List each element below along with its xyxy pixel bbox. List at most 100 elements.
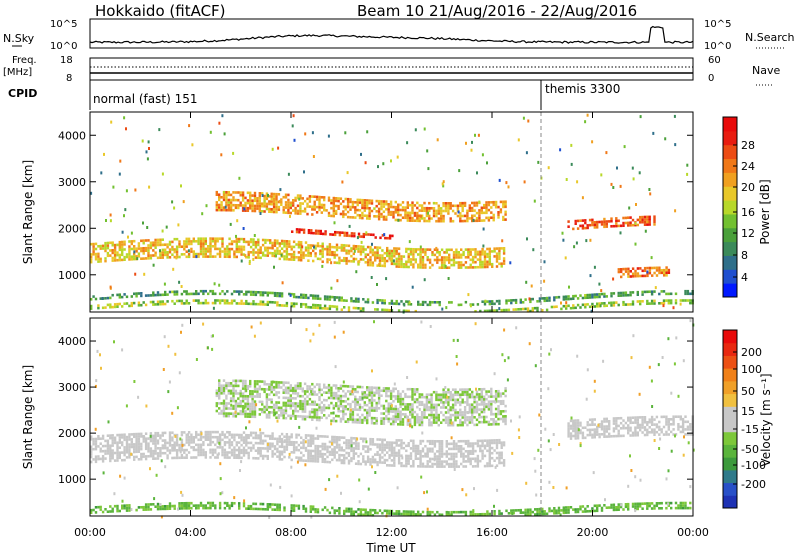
data-cell (475, 393, 479, 396)
data-cell (467, 293, 470, 297)
data-cell (610, 435, 613, 438)
data-cell (368, 411, 371, 415)
data-cell (387, 389, 390, 393)
data-cell (308, 197, 312, 201)
data-cell (370, 406, 374, 410)
data-cell (282, 208, 285, 212)
data-cell (471, 405, 474, 409)
data-cell (424, 266, 427, 269)
data-cell (579, 219, 582, 222)
data-cell (437, 416, 440, 419)
data-cell (278, 294, 281, 298)
data-cell (393, 456, 396, 460)
data-cell (326, 295, 329, 299)
data-cell (168, 449, 172, 452)
data-cell (251, 412, 254, 416)
data-cell (242, 227, 245, 230)
data-cell (332, 212, 335, 215)
data-cell (436, 455, 439, 458)
data-cell (373, 406, 376, 410)
data-cell (443, 263, 446, 267)
data-cell (488, 454, 491, 458)
data-cell (304, 446, 308, 450)
data-cell (190, 242, 193, 246)
data-cell (209, 130, 212, 134)
data-cell (313, 413, 316, 416)
data-cell (288, 253, 291, 256)
data-cell (660, 269, 663, 272)
data-cell (257, 434, 260, 437)
data-cell (405, 464, 408, 468)
data-cell (667, 292, 670, 296)
data-cell (235, 237, 238, 241)
data-cell (272, 408, 276, 412)
data-cell (512, 308, 515, 311)
data-cell (612, 301, 616, 304)
data-cell (113, 254, 117, 257)
data-cell (192, 436, 195, 439)
data-cell (253, 194, 257, 197)
data-cell (380, 417, 383, 420)
data-cell (560, 301, 562, 305)
data-cell (144, 455, 148, 458)
data-cell (426, 450, 429, 453)
data-cell (438, 266, 441, 269)
data-cell (623, 145, 626, 149)
data-cell (106, 447, 110, 450)
data-cell (287, 399, 290, 402)
data-cell (366, 214, 369, 218)
data-cell (466, 219, 469, 223)
data-cell (149, 294, 153, 297)
data-cell (485, 390, 488, 393)
data-cell (400, 462, 403, 465)
data-cell (491, 456, 494, 460)
data-cell (416, 421, 419, 424)
data-cell (209, 456, 212, 459)
data-cell (116, 446, 119, 450)
data-cell (356, 400, 359, 404)
data-cell (598, 293, 601, 296)
data-cell (234, 392, 238, 395)
data-cell (128, 253, 131, 256)
data-cell (183, 448, 186, 452)
data-cell (289, 386, 292, 390)
data-cell (218, 255, 222, 258)
data-cell (227, 191, 230, 194)
data-cell (316, 297, 320, 300)
data-cell (412, 449, 415, 453)
data-cell (481, 263, 484, 266)
data-cell (369, 263, 372, 267)
data-cell (242, 438, 246, 442)
data-cell (385, 202, 388, 206)
data-cell (463, 413, 467, 417)
data-cell (456, 207, 460, 210)
data-cell (361, 206, 364, 210)
data-cell (306, 400, 309, 403)
data-cell (273, 252, 277, 255)
data-cell (216, 430, 219, 434)
data-cell (94, 252, 98, 256)
data-cell (452, 253, 456, 257)
data-cell (460, 263, 463, 267)
data-cell (251, 400, 254, 403)
data-cell (123, 255, 126, 259)
data-cell (270, 210, 273, 214)
data-cell (455, 465, 458, 468)
data-cell (133, 448, 136, 451)
data-cell (374, 453, 377, 456)
data-cell (216, 239, 219, 243)
data-cell (397, 444, 401, 447)
data-cell (665, 266, 668, 269)
data-cell (356, 236, 359, 240)
data-cell (581, 219, 585, 222)
data-cell (323, 458, 327, 461)
data-cell (670, 299, 673, 302)
data-cell (636, 223, 639, 227)
data-cell (388, 456, 391, 460)
data-cell (173, 449, 176, 452)
noise-right-tick-top: 10^5 (704, 19, 731, 30)
data-cell (500, 265, 503, 268)
data-cell (471, 206, 474, 210)
data-cell (498, 247, 501, 250)
data-cell (171, 253, 174, 256)
